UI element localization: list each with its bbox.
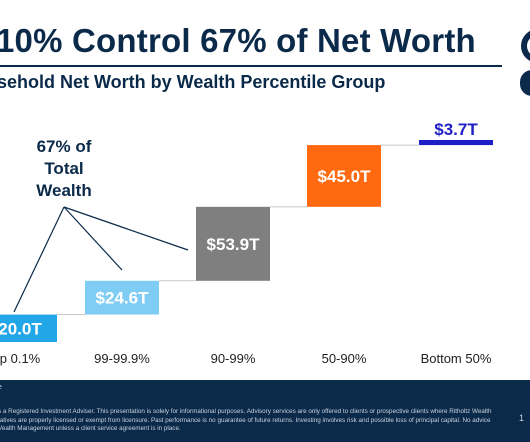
- bar-4: [419, 140, 493, 146]
- annotation-arrow-2: [63, 206, 189, 251]
- title-divider: [0, 65, 502, 67]
- value-label-1: $24.6T: [96, 289, 150, 308]
- company-logo-icon: [520, 31, 530, 96]
- value-label-2: $53.9T: [207, 235, 261, 254]
- annotation-arrow-1: [63, 206, 123, 271]
- annotation-line-2: Wealth: [36, 181, 91, 200]
- bar-2: [196, 206, 270, 281]
- value-label-4: $3.7T: [434, 120, 478, 139]
- value-label-3: $45.0T: [318, 167, 372, 186]
- footer: e s a Registered Investment Adviser. Thi…: [0, 380, 530, 442]
- annotation-line-1: Total: [44, 159, 83, 178]
- category-label-2: 90-99%: [211, 351, 256, 366]
- category-label-3: 50-90%: [322, 351, 367, 366]
- annotation-line-0: 67% of: [37, 137, 92, 156]
- footer-source: e: [0, 384, 2, 391]
- annotation-arrow-0: [13, 206, 65, 313]
- category-label-4: Bottom 50%: [421, 351, 492, 366]
- category-label-1: 99-99.9%: [94, 351, 150, 366]
- page-title: 10% Control 67% of Net Worth: [0, 22, 476, 59]
- wealth-waterfall-chart: 20.0T p 0.1% $24.6T 99-99.9% $53.9T 90-99% $45…: [0, 120, 493, 366]
- bar-3: [307, 145, 381, 207]
- chart-subtitle: sehold Net Worth by Wealth Percentile Gr…: [0, 72, 386, 92]
- page-number: 1: [519, 413, 525, 423]
- bar-0: [0, 314, 57, 342]
- category-label-0: p 0.1%: [0, 351, 41, 366]
- value-label-0: 20.0T: [0, 319, 42, 338]
- bar-1: [85, 280, 159, 315]
- footer-disclaimer: s a Registered Investment Adviser. This …: [0, 408, 492, 432]
